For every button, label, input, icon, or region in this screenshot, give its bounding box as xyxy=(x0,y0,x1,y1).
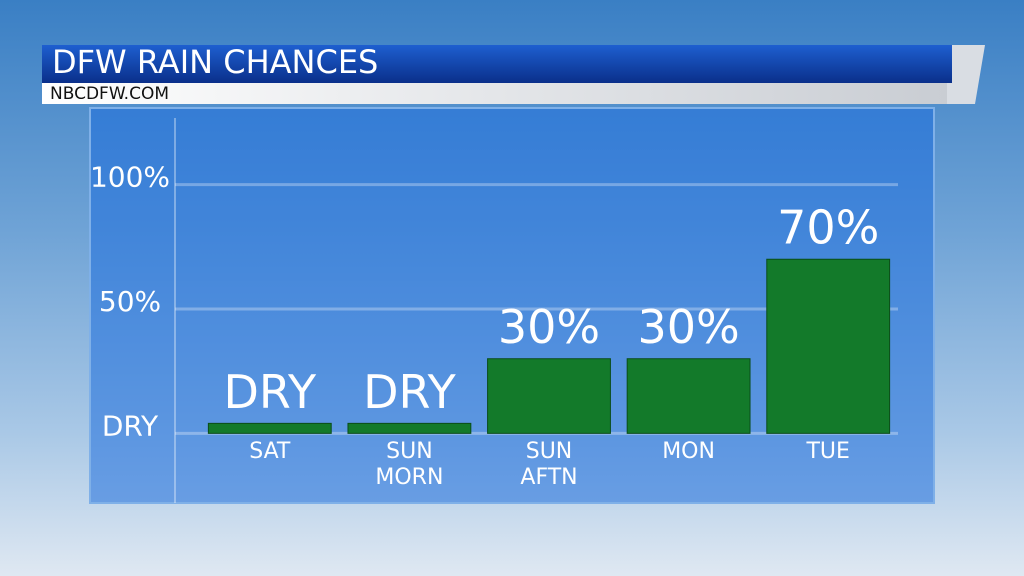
value-label: DRY xyxy=(363,365,456,419)
y-tick-label: DRY xyxy=(102,409,159,442)
value-label: 70% xyxy=(777,201,879,255)
x-tick-label: SAT xyxy=(249,439,291,465)
value-label: DRY xyxy=(224,365,317,419)
x-tick-label: SUN AFTN xyxy=(520,439,578,491)
y-tick-label: 100% xyxy=(90,161,170,194)
bar xyxy=(487,358,611,434)
subtitle-bar xyxy=(42,83,947,104)
bar xyxy=(207,422,332,434)
value-label: 30% xyxy=(498,300,600,354)
title-bar xyxy=(42,45,952,83)
x-tick-label: SUN MORN xyxy=(375,439,444,491)
y-tick-label: 50% xyxy=(99,285,161,318)
value-label: 30% xyxy=(637,300,739,354)
x-tick-label: MON xyxy=(662,439,715,465)
x-tick-label: TUE xyxy=(806,439,850,465)
chart-title: DFW RAIN CHANCES xyxy=(52,43,378,81)
bar xyxy=(626,358,751,434)
chart-subtitle: NBCDFW.COM xyxy=(50,84,169,104)
bar xyxy=(347,422,472,434)
bar xyxy=(766,258,891,434)
